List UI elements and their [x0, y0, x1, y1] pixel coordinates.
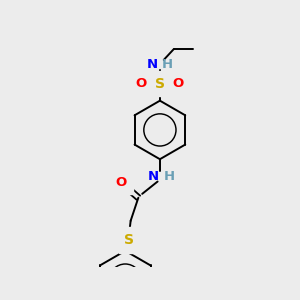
Text: O: O — [116, 176, 127, 189]
Text: H: H — [164, 169, 175, 183]
Text: O: O — [136, 77, 147, 90]
Text: S: S — [124, 233, 134, 247]
Text: N: N — [148, 169, 159, 183]
Text: S: S — [155, 77, 165, 91]
Text: H: H — [162, 58, 173, 71]
Text: N: N — [146, 58, 158, 71]
Text: O: O — [173, 77, 184, 90]
